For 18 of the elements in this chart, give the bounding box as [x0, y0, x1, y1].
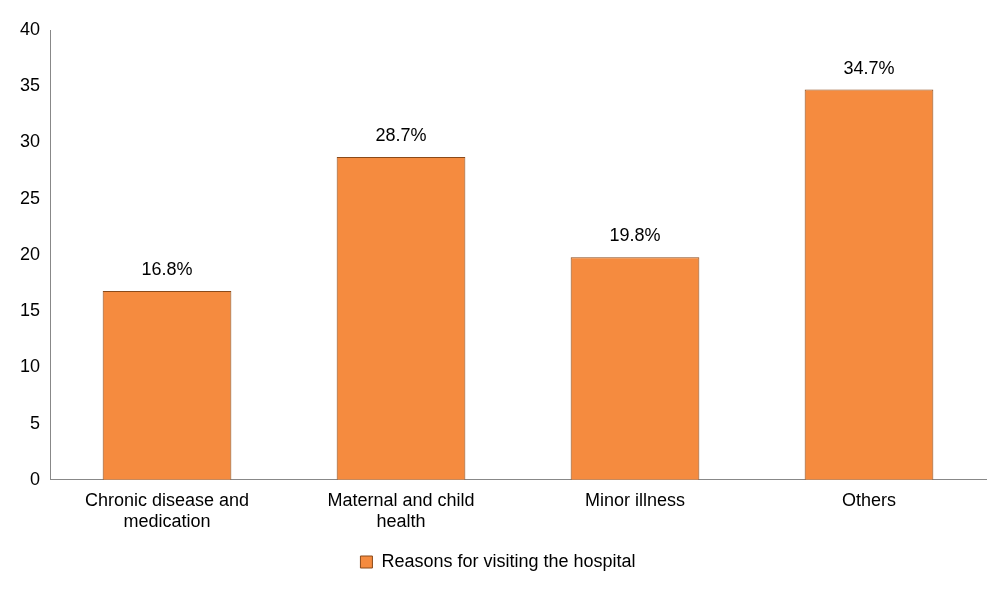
y-tick-label: 30: [19, 131, 41, 152]
y-tick-label: 10: [19, 356, 41, 377]
y-tick-label: 0: [30, 468, 41, 489]
x-tick-label: Minor illness: [584, 489, 686, 510]
y-tick-label: 40: [19, 18, 41, 39]
data-label: 19.8%: [609, 225, 661, 246]
legend-label: Reasons for visiting the hospital: [381, 550, 636, 571]
y-tick-label: 15: [19, 300, 41, 321]
y-tick-label: 5: [30, 412, 41, 433]
x-tick-label: Chronic disease and medication: [84, 489, 250, 532]
data-label: 16.8%: [141, 258, 193, 279]
y-tick-label: 35: [19, 75, 41, 96]
x-tick-label: Maternal and child health: [327, 489, 475, 532]
x-tick-label: Others: [841, 489, 897, 510]
y-tick-label: 25: [19, 187, 41, 208]
y-tick-label: 20: [19, 243, 41, 264]
data-label: 34.7%: [843, 57, 895, 78]
data-label: 28.7%: [375, 125, 427, 146]
